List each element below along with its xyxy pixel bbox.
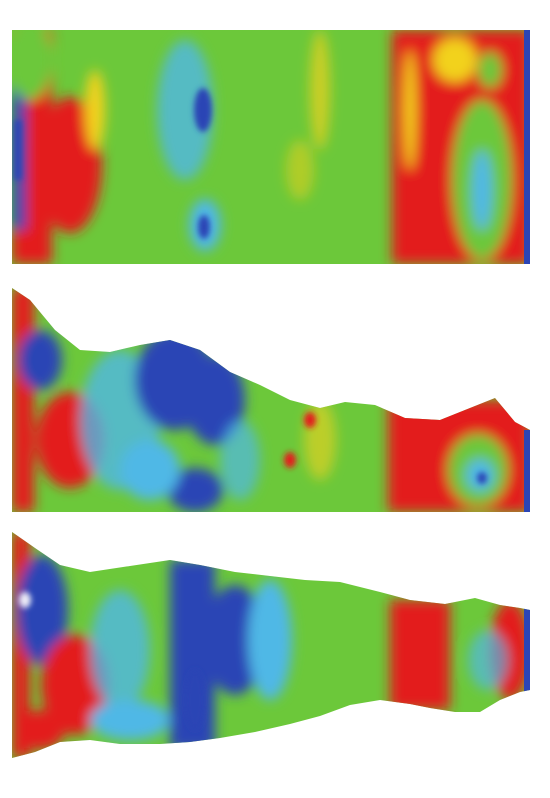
panel-middle (12, 288, 530, 512)
panel-top (12, 30, 530, 264)
panel-bottom (12, 532, 530, 758)
